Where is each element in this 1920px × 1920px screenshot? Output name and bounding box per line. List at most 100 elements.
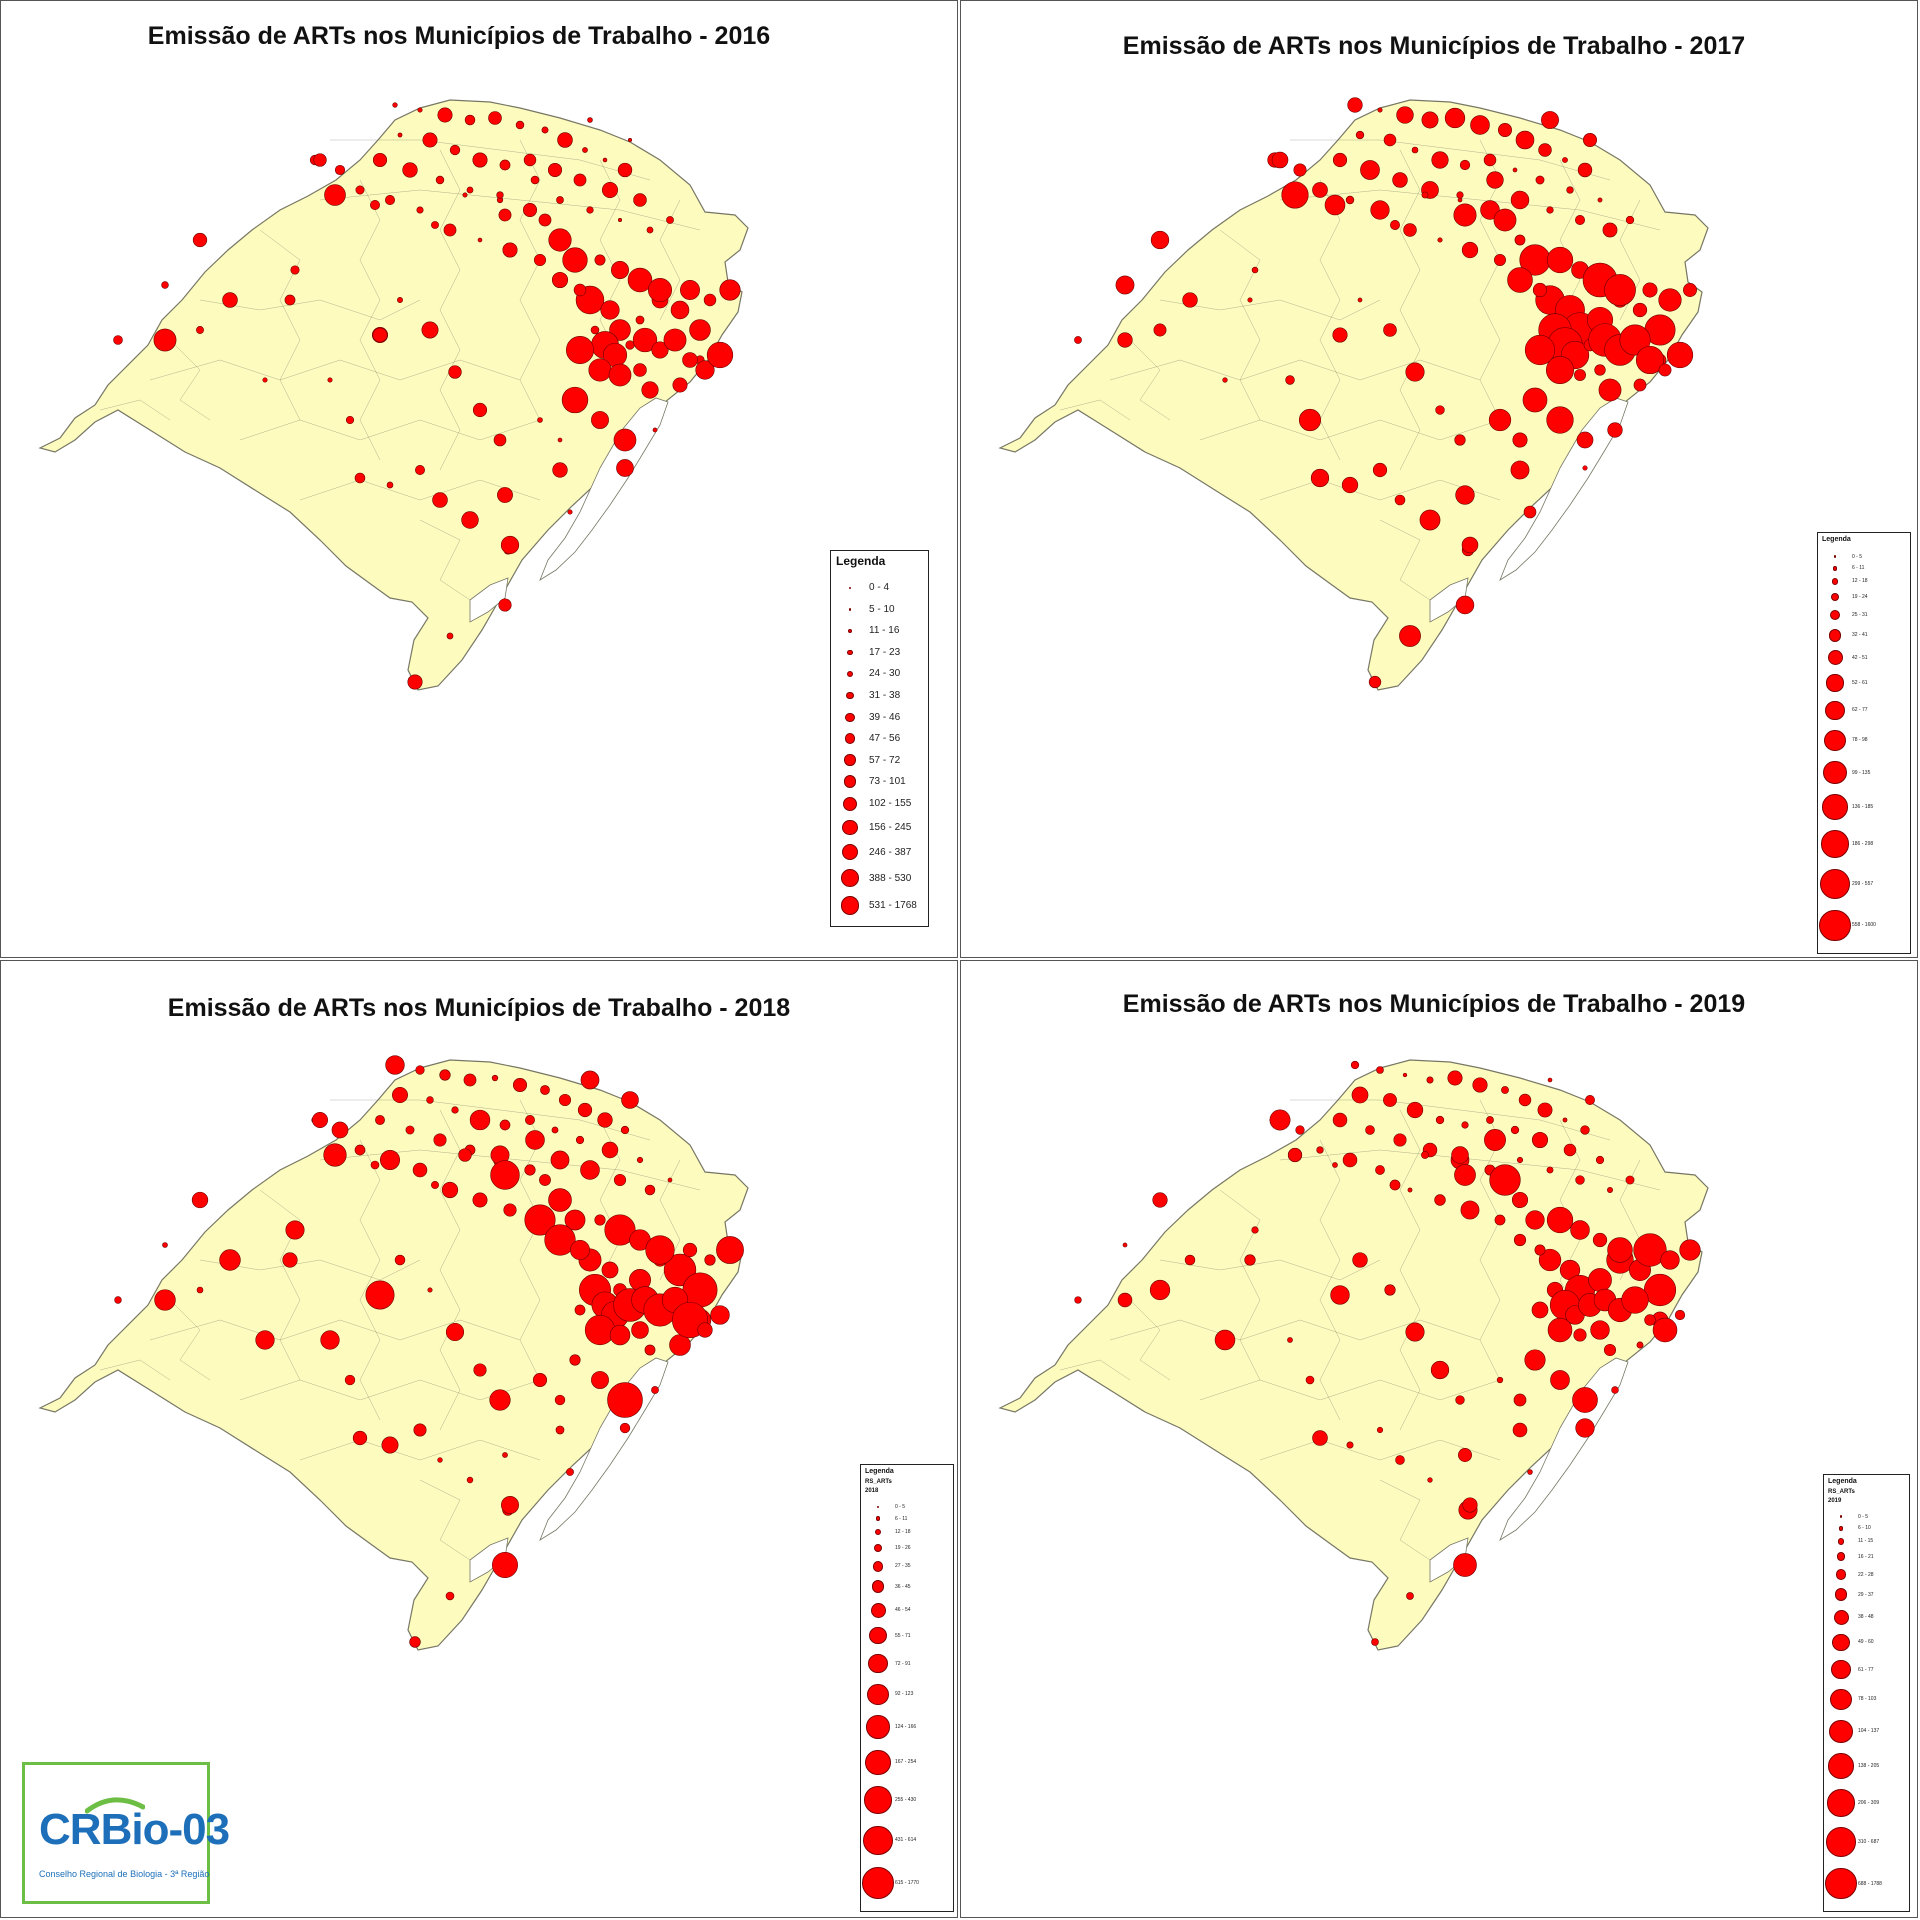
municipality-boundary xyxy=(419,519,471,601)
legend-class-label: 310 - 687 xyxy=(1858,1839,1880,1845)
state-map xyxy=(38,99,749,691)
municipality-bubble xyxy=(627,267,653,293)
state-map xyxy=(998,1059,1709,1651)
legend-item: 0 - 5 xyxy=(1818,551,1910,562)
legend-symbol xyxy=(1818,589,1852,606)
municipality-bubble xyxy=(1585,1095,1595,1105)
municipality-bubble xyxy=(1573,1328,1587,1342)
municipality-bubble xyxy=(591,411,609,429)
municipality-bubble xyxy=(604,1214,636,1246)
map-legend: Legenda 0 - 4 5 - 10 11 - 16 17 - 23 24 - 30… xyxy=(830,550,929,927)
legend-class-label: 52 - 61 xyxy=(1852,680,1868,686)
legend-item: 104 - 137 xyxy=(1824,1715,1909,1748)
municipality-bubble xyxy=(1341,476,1359,494)
legend-symbol xyxy=(1824,1655,1858,1684)
map-title: Emissão de ARTs nos Municípios de Trabal… xyxy=(147,22,771,50)
legend-symbol xyxy=(831,865,869,892)
legend-class-label: 27 - 35 xyxy=(895,1563,911,1570)
municipality-bubble xyxy=(1421,1151,1429,1159)
municipality-bubble xyxy=(1644,1314,1656,1326)
municipality-bubble xyxy=(313,153,327,167)
municipality-bubble xyxy=(1372,462,1388,478)
municipality-bubble xyxy=(1531,1301,1549,1319)
municipality-bubble xyxy=(666,216,674,224)
municipality-bubble xyxy=(573,173,587,187)
municipality-bubble xyxy=(632,327,658,353)
legend-class-label: 61 - 77 xyxy=(1858,1666,1874,1673)
state-land xyxy=(38,99,749,691)
municipality-bubble xyxy=(1496,1376,1504,1384)
legend-class-label: 57 - 72 xyxy=(869,754,901,766)
municipality-bubble xyxy=(577,1102,593,1118)
municipality-bubble xyxy=(1594,364,1606,376)
legend-item: 38 - 48 xyxy=(1824,1606,1909,1630)
municipality-bubble xyxy=(575,1135,585,1145)
municipality-bubble xyxy=(1674,1309,1686,1321)
legend-symbol xyxy=(861,1513,895,1525)
municipality-bubble xyxy=(573,283,587,297)
municipality-bubble xyxy=(1632,302,1648,318)
municipality-boundary xyxy=(359,179,381,461)
municipality-bubble xyxy=(1390,220,1400,230)
municipality-boundary xyxy=(1129,1299,1171,1381)
legend-item: 6 - 11 xyxy=(861,1513,953,1525)
municipality-bubble xyxy=(196,1286,204,1294)
municipality-bubble xyxy=(695,360,715,380)
municipality-bubble xyxy=(490,1160,520,1190)
municipality-bubble xyxy=(512,1077,528,1093)
municipality-bubble xyxy=(1368,675,1382,689)
municipality-bubble xyxy=(1427,1477,1433,1483)
municipality-bubble xyxy=(1434,1194,1446,1206)
logo-bio: Bio xyxy=(100,1805,170,1854)
municipality-bubble xyxy=(1365,1125,1375,1135)
municipality-bubble xyxy=(515,120,525,130)
municipality-bubble xyxy=(1489,1164,1521,1196)
municipality-bubble xyxy=(1281,181,1309,209)
municipality-bubble xyxy=(365,1280,395,1310)
legend-symbol xyxy=(831,815,869,839)
municipality-bubble xyxy=(1513,1233,1527,1247)
municipality-bubble xyxy=(397,132,403,138)
legend-class-label: 72 - 91 xyxy=(895,1660,911,1667)
municipality-bubble xyxy=(617,162,633,178)
legend-item: 186 - 298 xyxy=(1818,825,1910,863)
municipality-bubble xyxy=(590,325,600,335)
legend-symbol xyxy=(831,706,869,728)
municipality-bubble xyxy=(381,1436,399,1454)
municipality-bubble xyxy=(1454,1164,1476,1186)
municipality-boundary xyxy=(1199,1379,1501,1401)
municipality-boundary xyxy=(1279,189,1661,231)
municipality-bubble xyxy=(415,465,425,475)
municipality-bubble xyxy=(525,1130,545,1150)
legend-year: 2018 xyxy=(865,1488,879,1494)
municipality-bubble xyxy=(464,114,476,126)
municipality-bubble xyxy=(1524,334,1556,366)
municipality-bubble xyxy=(386,481,394,489)
legend-item: 29 - 37 xyxy=(1824,1584,1909,1605)
municipality-bubble xyxy=(1430,1360,1450,1380)
municipality-bubble xyxy=(1182,292,1198,308)
municipality-bubble xyxy=(1384,1284,1396,1296)
municipality-bubble xyxy=(437,1457,443,1463)
municipality-bubble xyxy=(1184,1254,1196,1266)
municipality-bubble xyxy=(1370,200,1390,220)
municipality-bubble xyxy=(608,363,632,387)
municipality-bubble xyxy=(1510,460,1530,480)
municipality-bubble xyxy=(1122,1242,1128,1248)
municipality-bubble xyxy=(1484,1129,1506,1151)
legend-item: 299 - 557 xyxy=(1818,863,1910,904)
municipality-boundary xyxy=(1290,139,1611,181)
municipality-bubble xyxy=(1577,162,1593,178)
municipality-bubble xyxy=(499,1119,511,1131)
municipality-bubble xyxy=(1461,1121,1469,1129)
municipality-bubble xyxy=(566,336,594,364)
municipality-bubble xyxy=(1510,190,1530,210)
municipality-bubble xyxy=(1679,1239,1701,1261)
municipality-bubble xyxy=(161,281,169,289)
municipality-bubble xyxy=(682,1242,698,1258)
municipality-bubble xyxy=(682,1272,718,1308)
municipality-bubble xyxy=(284,294,296,306)
legend-class-label: 31 - 38 xyxy=(869,690,901,702)
municipality-bubble xyxy=(1583,133,1597,147)
legend-symbol xyxy=(1818,624,1852,646)
